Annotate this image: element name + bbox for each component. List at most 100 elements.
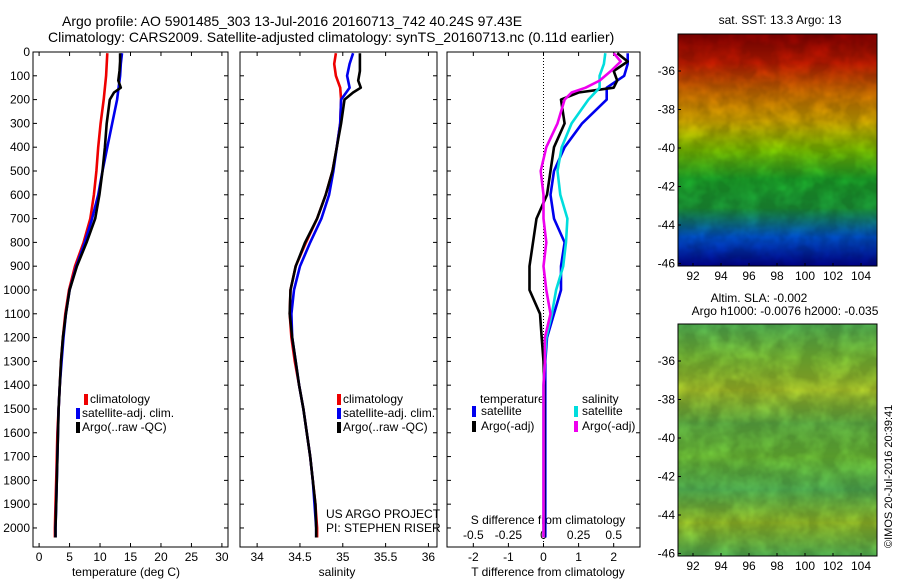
map-lat-label: -42 (658, 470, 676, 484)
t-difference-xlabel: T difference from climatology (471, 565, 625, 579)
differences-xtick-label: 2 (610, 550, 617, 564)
map-lon-label: 94 (714, 559, 728, 573)
map-lat-label: -40 (658, 141, 676, 155)
series-climatology (288, 52, 343, 538)
legend-salinity-title: salinity (582, 392, 619, 406)
map-lon-label: 94 (714, 269, 728, 283)
depth-tick-label: 1200 (3, 331, 30, 345)
depth-tick-label: 300 (10, 116, 30, 130)
map-lon-label: 98 (770, 559, 784, 573)
legend-argo-swatch (76, 422, 80, 433)
temperature-xtick-label: 25 (185, 550, 199, 564)
legend-temperature-title: temperature (480, 392, 545, 406)
temperature-legend: climatology satellite-adj. clim. Argo(..… (76, 392, 174, 434)
legend-argo-label: Argo(..raw -QC) (82, 420, 167, 434)
map-lon-label: 102 (823, 559, 843, 573)
sla-title-line1: Altim. SLA: -0.002 (711, 291, 808, 305)
salinity-xtick-label: 35 (336, 550, 350, 564)
differences-xtick-label: 1 (575, 550, 582, 564)
depth-tick-label: 600 (10, 188, 30, 202)
sst-texture (678, 34, 877, 266)
map-lat-label: -44 (658, 508, 676, 522)
map-lon-label: 96 (742, 269, 756, 283)
map-lon-label: 92 (686, 559, 700, 573)
depth-tick-label: 1100 (4, 307, 30, 321)
s-difference-label: S difference from climatology (471, 513, 626, 527)
salinity-frame (239, 51, 438, 548)
salinity-xlabel: salinity (319, 565, 356, 579)
map-lon-label: 102 (823, 269, 843, 283)
legend-s-climatology-swatch (337, 394, 341, 405)
map-lat-label: -46 (658, 547, 676, 561)
series-satellite-adj-clim- (290, 52, 355, 538)
legend-s-argo-swatch (337, 422, 341, 433)
depth-tick-label: 500 (10, 164, 30, 178)
map-lat-label: -46 (658, 257, 676, 271)
temperature-xtick-label: 15 (124, 550, 138, 564)
depth-tick-label: 1600 (3, 426, 30, 440)
map-lat-label: -36 (658, 64, 676, 78)
temperature-xtick-label: 10 (93, 550, 107, 564)
temperature-xtick-label: 0 (36, 550, 43, 564)
temperature-xtick-label: 20 (154, 550, 168, 564)
figure-title-line1: Argo profile: AO 5901485_303 13-Jul-2016… (62, 13, 523, 29)
salinity-xtick-label: 36 (422, 550, 436, 564)
s-diff-tick-label: -0.25 (495, 528, 523, 542)
legend-s-climatology-label: climatology (343, 392, 403, 406)
depth-tick-label: 2000 (3, 521, 30, 535)
salinity-legend: climatology satellite-adj. clim. Argo(..… (337, 392, 435, 434)
argo-project-annotation: US ARGO PROJECT (326, 507, 441, 521)
map-lat-label: -44 (658, 218, 676, 232)
legend-satellite-swatch (76, 408, 80, 419)
temperature-xtick-label: 30 (215, 550, 229, 564)
series-argo-raw-qc- (288, 53, 363, 538)
panel-differences: -2 -1 0 1 2-0.5 -0.25 0 0.25 0.5 (446, 51, 641, 564)
timestamp-stamp: ©IMOS 20-Jul-2016 20:39:41 (883, 405, 895, 548)
depth-tick-label: 1800 (3, 473, 30, 487)
depth-tick-label: 1900 (3, 497, 30, 511)
salinity-xtick-label: 34.5 (288, 550, 312, 564)
map-lon-label: 98 (770, 269, 784, 283)
legend-s-argo-adj-label: Argo(-adj) (582, 419, 635, 433)
legend-t-satellite-swatch (472, 406, 476, 417)
sla-image (678, 324, 877, 556)
difference-legend: temperature salinity satellite Argo(-adj… (472, 392, 635, 433)
series-s-satellite (542, 53, 607, 538)
depth-tick-label: 700 (10, 212, 30, 226)
map-lon-label: 100 (795, 269, 815, 283)
sst-image (678, 34, 877, 266)
differences-xtick-label: 0 (540, 550, 547, 564)
depth-tick-label: 900 (10, 259, 30, 273)
depth-tick-label: 800 (10, 235, 30, 249)
legend-climatology-swatch (84, 394, 88, 405)
map-lon-label: 100 (795, 559, 815, 573)
temperature-xtick-label: 5 (66, 550, 73, 564)
map-lon-label: 104 (851, 269, 871, 283)
legend-s-argo-adj-swatch (574, 421, 578, 432)
depth-tick-label: 1500 (3, 402, 30, 416)
legend-s-sat-swatch (574, 406, 578, 417)
salinity-xtick-label: 35.5 (374, 550, 398, 564)
panel-temperature: 0 5 10 15 20 25 300100200300400500600700800900… (3, 45, 229, 564)
temperature-frame (32, 51, 229, 548)
depth-tick-label: 0 (23, 45, 30, 59)
depth-tick-label: 1000 (3, 283, 30, 297)
legend-s-satellite-label: satellite-adj. clim. (343, 406, 435, 420)
map-lon-label: 96 (742, 559, 756, 573)
map-lat-label: -36 (658, 354, 676, 368)
depth-tick-label: 200 (10, 93, 30, 107)
depth-tick-label: 1300 (3, 354, 30, 368)
salinity-xtick-label: 34 (250, 550, 264, 564)
sst-title: sat. SST: 13.3 Argo: 13 (719, 13, 842, 27)
series-argo-raw-qc- (54, 53, 123, 538)
map-lon-label: 104 (851, 559, 871, 573)
legend-t-argo-label: Argo(-adj) (481, 419, 534, 433)
differences-xtick-label: -1 (503, 550, 514, 564)
legend-s-sat-label: satellite (582, 404, 623, 418)
s-diff-tick-label: -0.5 (463, 528, 484, 542)
series-satellite-adj-clim- (54, 53, 124, 538)
depth-tick-label: 100 (10, 69, 30, 83)
figure-title-line2: Climatology: CARS2009. Satellite-adjuste… (48, 29, 615, 45)
